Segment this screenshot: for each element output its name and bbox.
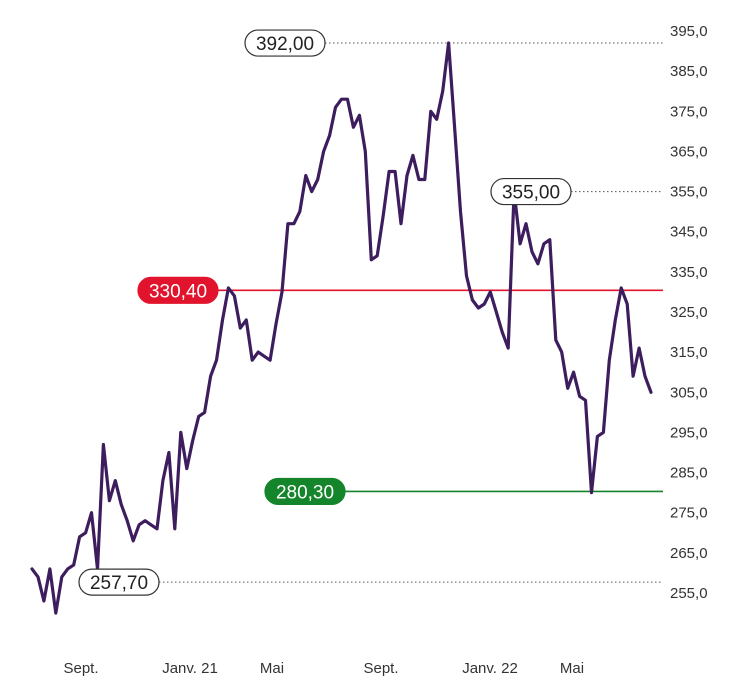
y-axis-ticks: 395,0 385,0 375,0 365,0 355,0 345,0 335,0 325,0… (670, 23, 708, 602)
price-callouts: 392,00 355,00 330,40 280,30 257,70 (78, 29, 572, 596)
y-tick-label: 265,0 (670, 545, 708, 562)
callout-label: 280,30 (276, 482, 334, 503)
y-tick-label: 395,0 (670, 23, 708, 40)
price-series-line (30, 41, 653, 615)
x-tick-label: Sept. (363, 660, 398, 677)
y-tick-label: 325,0 (670, 304, 708, 321)
callout-box (78, 568, 160, 596)
callout-2: 330,40 (137, 276, 219, 304)
y-tick-label: 335,0 (670, 264, 708, 281)
y-tick-label: 345,0 (670, 224, 708, 241)
x-tick-label: Mai (260, 660, 284, 677)
callout-0: 392,00 (244, 29, 326, 57)
y-tick-label: 375,0 (670, 103, 708, 120)
callout-label: 355,00 (502, 183, 560, 204)
x-tick-label: Janv. 22 (462, 660, 518, 677)
y-tick-label: 355,0 (670, 184, 708, 201)
callout-label: 330,40 (149, 281, 207, 302)
x-tick-label: Janv. 21 (162, 660, 218, 677)
callout-label: 392,00 (256, 34, 314, 55)
callout-4: 257,70 (78, 568, 160, 596)
y-tick-label: 275,0 (670, 505, 708, 522)
x-tick-label: Mai (560, 660, 584, 677)
callout-3: 280,30 (264, 477, 346, 506)
y-tick-label: 365,0 (670, 143, 708, 160)
y-tick-label: 255,0 (670, 585, 708, 602)
y-tick-label: 385,0 (670, 63, 708, 80)
callout-box (137, 276, 219, 304)
y-tick-label: 315,0 (670, 344, 708, 361)
y-tick-label: 305,0 (670, 384, 708, 401)
callout-1: 355,00 (490, 177, 572, 206)
callout-box (490, 177, 572, 206)
y-tick-label: 295,0 (670, 424, 708, 441)
y-tick-label: 285,0 (670, 465, 708, 482)
reference-lines (119, 42, 663, 583)
x-tick-label: Sept. (63, 660, 98, 677)
x-axis-ticks: Sept. Janv. 21 Mai Sept. Janv. 22 Mai (63, 660, 584, 677)
callout-box (264, 477, 346, 506)
callout-label: 257,70 (90, 573, 148, 594)
callout-box (244, 29, 326, 57)
